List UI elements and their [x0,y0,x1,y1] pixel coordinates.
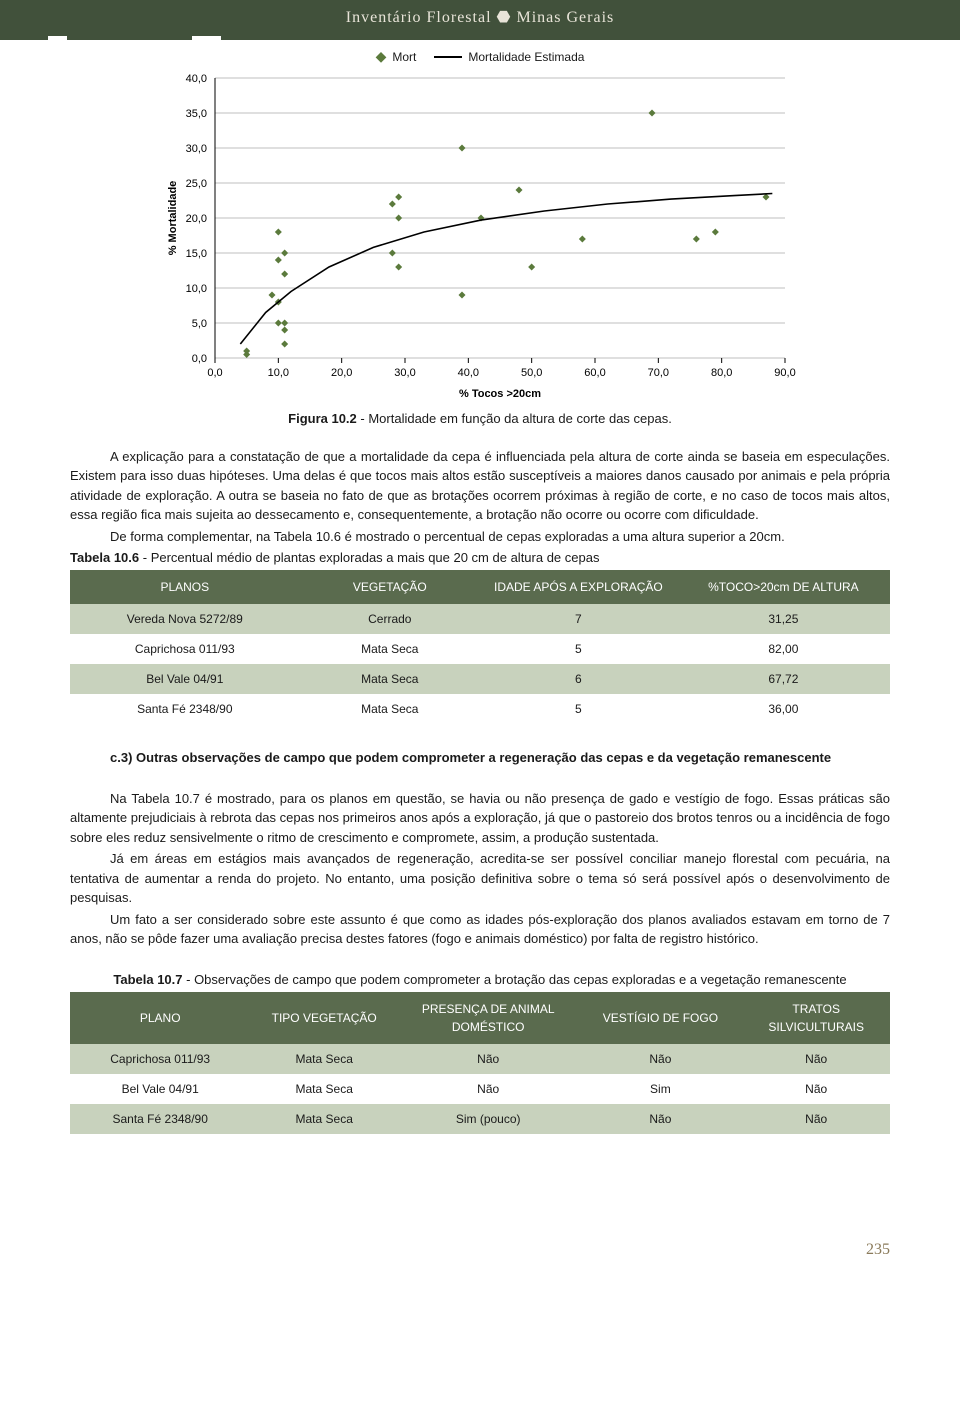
header-title: Inventário Florestal ⬣ Minas Gerais [346,9,614,26]
svg-text:20,0: 20,0 [186,213,207,225]
table-cell: Não [398,1044,578,1074]
table-cell: 5 [480,694,677,724]
table-6: PLANOSVEGETAÇÃOIDADE APÓS A EXPLORAÇÃO%T… [70,570,890,724]
svg-text:0,0: 0,0 [192,353,207,365]
table7-caption-text: - Observações de campo que podem comprom… [183,972,847,987]
paragraph-1: A explicação para a constatação de que a… [70,447,890,525]
table-cell: 36,00 [677,694,890,724]
svg-text:30,0: 30,0 [394,367,415,379]
svg-text:25,0: 25,0 [186,178,207,190]
diamond-icon: ◆ [376,46,387,67]
table-cell: 6 [480,664,677,694]
table-cell: Sim (pouco) [398,1104,578,1134]
table-header-cell: IDADE APÓS A EXPLORAÇÃO [480,570,677,604]
legend-scatter: ◆ Mort [376,46,417,67]
svg-text:% Tocos >20cm: % Tocos >20cm [459,388,541,400]
table-header-cell: PLANOS [70,570,300,604]
legend-line: Mortalidade Estimada [434,46,584,67]
svg-text:40,0: 40,0 [458,367,479,379]
table-cell: Mata Seca [250,1074,398,1104]
svg-text:90,0: 90,0 [774,367,795,379]
table-cell: 5 [480,634,677,664]
svg-text:20,0: 20,0 [331,367,352,379]
chart-legend: ◆ Mort Mortalidade Estimada [160,46,800,67]
table-cell: Mata Seca [300,694,480,724]
table-cell: 67,72 [677,664,890,694]
table6-caption-text: - Percentual médio de plantas exploradas… [139,550,599,565]
figure-caption-text: - Mortalidade em função da altura de cor… [357,411,672,426]
table-cell: Santa Fé 2348/90 [70,1104,250,1134]
table-cell: Santa Fé 2348/90 [70,694,300,724]
paragraph-2: De forma complementar, na Tabela 10.6 é … [70,527,890,547]
page-header: Inventário Florestal ⬣ Minas Gerais [0,0,960,36]
svg-text:70,0: 70,0 [648,367,669,379]
svg-text:0,0: 0,0 [207,367,222,379]
svg-text:5,0: 5,0 [192,318,207,330]
table-row: Bel Vale 04/91Mata Seca667,72 [70,664,890,694]
table-header-cell: %TOCO>20cm DE ALTURA [677,570,890,604]
table6-caption: Tabela 10.6 - Percentual médio de planta… [70,548,890,568]
figure-caption-label: Figura 10.2 [288,411,357,426]
table-cell: Mata Seca [300,664,480,694]
table-header-cell: TIPO VEGETAÇÃO [250,992,398,1044]
svg-text:35,0: 35,0 [186,108,207,120]
figure-caption: Figura 10.2 - Mortalidade em função da a… [70,409,890,429]
table-header-cell: VESTÍGIO DE FOGO [578,992,742,1044]
svg-text:40,0: 40,0 [186,73,207,85]
table-row: Caprichosa 011/93Mata Seca582,00 [70,634,890,664]
table-cell: Caprichosa 011/93 [70,1044,250,1074]
table-cell: Mata Seca [250,1044,398,1074]
table-row: Vereda Nova 5272/89Cerrado731,25 [70,604,890,634]
table-cell: Não [742,1044,890,1074]
svg-text:10,0: 10,0 [268,367,289,379]
table-cell: Sim [578,1074,742,1104]
table-cell: Não [578,1104,742,1134]
table-cell: Bel Vale 04/91 [70,664,300,694]
table-cell: Não [398,1074,578,1104]
table-cell: 31,25 [677,604,890,634]
table-cell: Cerrado [300,604,480,634]
table-header-cell: PLANO [70,992,250,1044]
table-header-cell: TRATOS SILVICULTURAIS [742,992,890,1044]
table-cell: Não [742,1104,890,1134]
table7-caption-label: Tabela 10.7 [113,972,182,987]
mortality-chart: ◆ Mort Mortalidade Estimada 0,0 5,0 10,0 15… [160,46,800,403]
table6-caption-label: Tabela 10.6 [70,550,139,565]
table7-caption: Tabela 10.7 - Observações de campo que p… [70,970,890,990]
section-c3-heading: c.3) Outras observações de campo que pod… [70,748,890,768]
page-number: 235 [0,1238,960,1262]
table-cell: Não [742,1074,890,1104]
table-row: Santa Fé 2348/90Mata Seca536,00 [70,694,890,724]
table-row: Santa Fé 2348/90Mata SecaSim (pouco)NãoN… [70,1104,890,1134]
legend-scatter-label: Mort [392,48,416,66]
table-7: PLANOTIPO VEGETAÇÃOPRESENÇA DE ANIMAL DO… [70,992,890,1134]
main-content: ◆ Mort Mortalidade Estimada 0,0 5,0 10,0 15… [0,46,960,1208]
table-cell: Caprichosa 011/93 [70,634,300,664]
svg-text:10,0: 10,0 [186,283,207,295]
section-c3-p2: Já em áreas em estágios mais avançados d… [70,849,890,908]
table-cell: Bel Vale 04/91 [70,1074,250,1104]
table-row: Caprichosa 011/93Mata SecaNãoNãoNão [70,1044,890,1074]
svg-text:80,0: 80,0 [711,367,732,379]
table-cell: Mata Seca [300,634,480,664]
table-row: Bel Vale 04/91Mata SecaNãoSimNão [70,1074,890,1104]
table-cell: Mata Seca [250,1104,398,1134]
section-c3-p1: Na Tabela 10.7 é mostrado, para os plano… [70,789,890,848]
line-icon [434,56,462,58]
table-cell: Não [578,1044,742,1074]
svg-text:50,0: 50,0 [521,367,542,379]
svg-text:15,0: 15,0 [186,248,207,260]
table-header-cell: PRESENÇA DE ANIMAL DOMÉSTICO [398,992,578,1044]
chart-svg: 0,0 5,0 10,0 15,0 20,0 25,0 30,0 35,0 40,0 0,0 10,… [160,73,800,403]
table-cell: 7 [480,604,677,634]
svg-text:60,0: 60,0 [584,367,605,379]
table-cell: 82,00 [677,634,890,664]
table-header-cell: VEGETAÇÃO [300,570,480,604]
svg-text:% Mortalidade: % Mortalidade [167,181,179,256]
legend-line-label: Mortalidade Estimada [468,48,584,66]
table-cell: Vereda Nova 5272/89 [70,604,300,634]
section-c3-p3: Um fato a ser considerado sobre este ass… [70,910,890,949]
svg-text:30,0: 30,0 [186,143,207,155]
